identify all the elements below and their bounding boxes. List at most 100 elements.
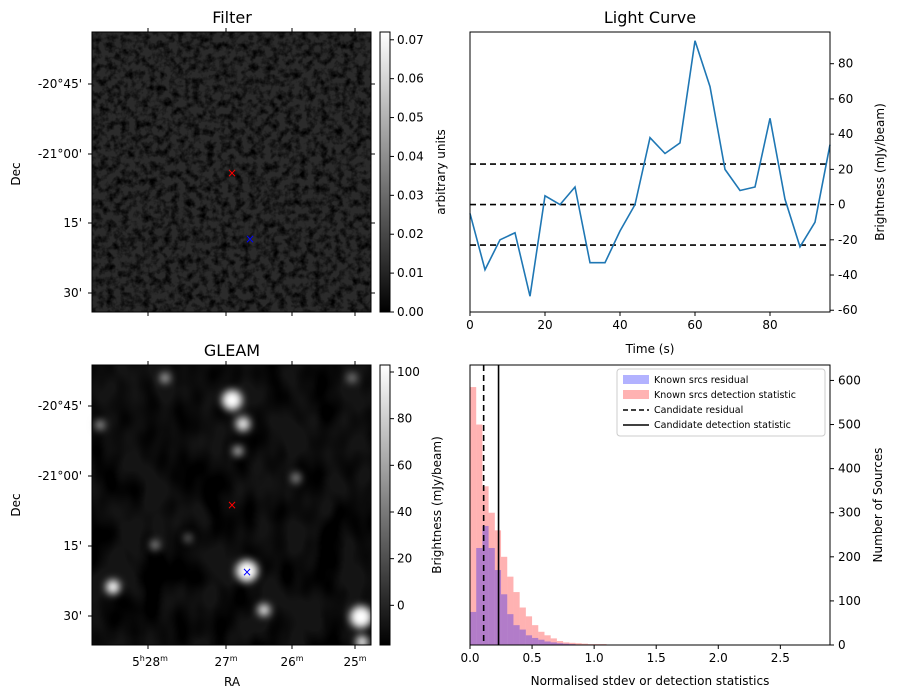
colorbar-tick-label: 100 — [397, 365, 420, 379]
filter-dec-tick-label: -21°00' — [38, 147, 82, 161]
gleam-ra-tick-label: 5h28m — [132, 654, 168, 669]
gleam-source — [222, 390, 242, 410]
histogram-bar — [513, 592, 520, 645]
histogram-bar — [581, 643, 588, 645]
colorbar-tick-label: 80 — [397, 412, 412, 426]
histogram-bar — [507, 576, 514, 645]
filter-dec-tick-label: 30' — [63, 286, 82, 300]
gleam-frame — [91, 364, 372, 646]
gleam-xlabel: RA — [224, 675, 241, 689]
gleam-structure — [92, 365, 371, 645]
histogram-y-ticks: 0 100 200 300 400 500 600 — [830, 373, 861, 652]
histogram-candidate-lines — [482, 365, 500, 645]
histogram-x-tick-label: 2.0 — [709, 651, 728, 665]
light-curve-y-tick-label: 60 — [838, 92, 853, 106]
legend-label: Candidate residual — [654, 405, 743, 416]
light-curve-x-tick-label: 0 — [466, 318, 474, 332]
gleam-dec-tick-label: -20°45' — [38, 399, 82, 413]
histogram-bar — [544, 641, 551, 645]
light-curve-y-tick-label: -60 — [838, 303, 858, 317]
legend-swatch-residual — [623, 375, 649, 384]
gleam-ra-tick-label: 25m — [343, 654, 366, 669]
histogram-y-tick-label: 600 — [838, 373, 861, 387]
gleam-colorbar — [379, 364, 391, 646]
light-curve-y-tick-label: 0 — [838, 198, 846, 212]
histogram-bar — [470, 387, 477, 645]
gleam-title: GLEAM — [204, 341, 260, 360]
histogram-y-tick-label: 0 — [838, 638, 846, 652]
filter-colorbar-ticks: 0.00 0.01 0.02 0.03 0.04 0.05 0.06 0.07 — [390, 33, 424, 319]
histogram-bar — [532, 637, 539, 645]
histogram-bar — [482, 486, 489, 645]
histogram-x-tick-label: 2.5 — [771, 651, 790, 665]
histogram-bar — [556, 643, 564, 645]
histogram-bar — [569, 642, 576, 645]
histogram-y-tick-label: 500 — [838, 418, 861, 432]
histogram-bar — [556, 641, 564, 645]
histogram-bar — [488, 512, 495, 645]
colorbar-tick-label: 0.06 — [397, 72, 424, 86]
light-curve-ylabel: Brightness (mJy/beam) — [873, 103, 887, 241]
histogram-bar — [513, 625, 520, 645]
histogram-bar — [563, 642, 570, 645]
gleam-source — [236, 417, 250, 431]
filter-colorbar — [379, 31, 391, 313]
gleam-source — [160, 373, 170, 383]
filter-colorbar-label: arbitrary units — [434, 129, 448, 215]
colorbar-tick-label: 0.00 — [397, 305, 424, 319]
light-curve-series-line — [469, 40, 831, 297]
filter-ylabel: Dec — [9, 162, 23, 185]
legend-box — [616, 368, 826, 437]
histogram-bar — [538, 639, 545, 645]
histogram-bar — [525, 616, 533, 645]
light-curve-panel: Light Curve 0 20 40 60 80 -60 -40 -20 0 20 40 60 80… — [466, 8, 887, 356]
light-curve-xlabel: Time (s) — [625, 342, 675, 356]
light-curve-x-ticks: 0 20 40 60 80 — [466, 312, 778, 332]
colorbar-tick-label: 40 — [397, 505, 412, 519]
histogram-bar — [550, 642, 557, 645]
light-curve-frame — [469, 31, 831, 313]
histogram-panel: 0.0 0.5 1.0 1.5 2.0 2.5 0 100 200 300 400 500 600 N… — [460, 364, 885, 688]
histogram-bar — [501, 556, 508, 645]
gleam-dec-tick-label: 30' — [63, 609, 82, 623]
legend-label: Known srcs residual — [654, 375, 748, 386]
histogram-bar — [501, 594, 508, 645]
light-curve-x-tick-label: 60 — [687, 318, 702, 332]
histogram-legend: Known srcs residual Known srcs detection… — [616, 368, 826, 437]
histogram-y-tick-label: 300 — [838, 506, 861, 520]
legend-label: Known srcs detection statistic — [654, 390, 796, 401]
colorbar-tick-label: 0 — [397, 598, 405, 612]
gleam-ra-tick-label: 26m — [280, 654, 303, 669]
gleam-source — [347, 373, 357, 383]
histogram-bar — [470, 611, 477, 645]
histogram-x-tick-label: 0.5 — [523, 651, 542, 665]
gleam-colorbar-ticks: 0 20 40 60 80 100 — [390, 365, 420, 612]
gleam-source — [356, 636, 368, 648]
filter-dec-tick-label: -20°45' — [38, 77, 82, 91]
gleam-source — [184, 534, 192, 542]
light-curve-y-tick-label: 40 — [838, 127, 853, 141]
filter-known-marker: × — [245, 232, 255, 246]
histogram-bar — [550, 638, 557, 645]
histogram-x-tick-label: 1.5 — [647, 651, 666, 665]
filter-title: Filter — [212, 8, 252, 27]
histogram-bar — [507, 614, 514, 645]
light-curve-title: Light Curve — [604, 8, 696, 27]
light-curve-y-ticks: -60 -40 -20 0 20 40 60 80 — [830, 57, 858, 317]
gleam-source — [291, 473, 301, 483]
light-curve-threshold-lines — [470, 163, 830, 246]
gleam-candidate-marker: × — [227, 498, 237, 512]
colorbar-tick-label: 0.03 — [397, 188, 424, 202]
filter-dec-tick-label: 15' — [63, 216, 82, 230]
gleam-ra-ticks: 5h28m 27m 26m 25m — [132, 654, 367, 669]
histogram-x-ticks: 0.0 0.5 1.0 1.5 2.0 2.5 — [460, 645, 790, 665]
histogram-bar — [519, 629, 526, 645]
light-curve-y-tick-label: 20 — [838, 162, 853, 176]
legend-swatch-detection — [623, 390, 649, 399]
histogram-bar — [488, 547, 495, 645]
gleam-ylabel: Dec — [9, 493, 23, 516]
histogram-bar — [525, 635, 533, 645]
histogram-ylabel: Number of Sources — [871, 448, 885, 563]
gleam-source — [350, 606, 372, 628]
